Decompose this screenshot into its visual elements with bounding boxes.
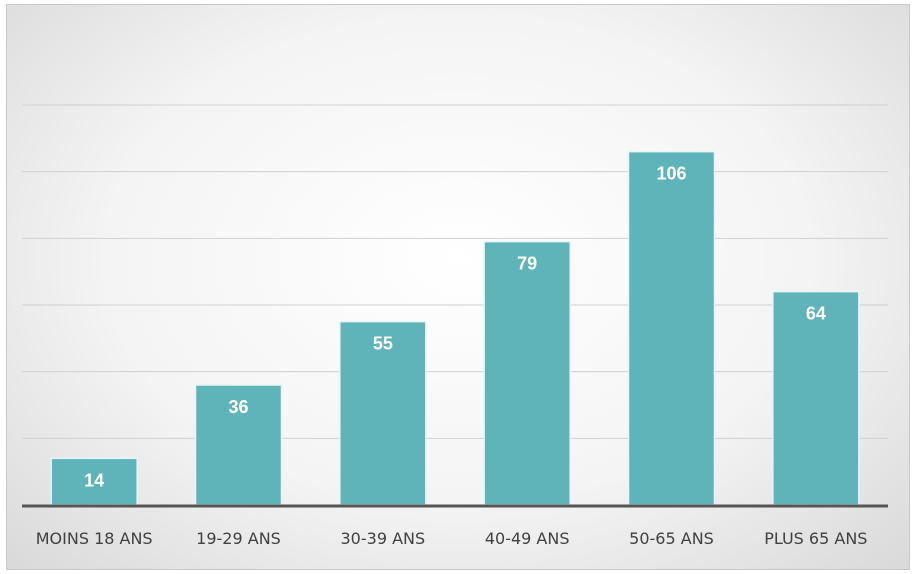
data-label: 55: [373, 334, 393, 354]
bar: [483, 240, 571, 506]
data-label: 79: [517, 254, 537, 274]
data-labels: 14 36 55 79 106 64: [84, 164, 826, 491]
data-label: 14: [84, 470, 104, 490]
category-label: 50-65 ANS: [629, 529, 714, 548]
category-label: 40-49 ANS: [485, 529, 570, 548]
bar: [50, 457, 138, 506]
category-label: MOINS 18 ANS: [36, 529, 153, 548]
bar: [627, 150, 716, 506]
bar: [194, 384, 283, 506]
category-labels: MOINS 18 ANS 19-29 ANS 30-39 ANS 40-49 ANS 5…: [36, 529, 868, 548]
data-label: 36: [228, 397, 248, 417]
data-label: 106: [656, 164, 686, 184]
category-label: 19-29 ANS: [196, 529, 281, 548]
bar: [339, 320, 427, 506]
gridlines: [22, 104, 888, 439]
bars: [50, 150, 860, 506]
category-label: 30-39 ANS: [341, 529, 426, 548]
data-label: 64: [806, 304, 826, 324]
category-label: PLUS 65 ANS: [764, 529, 867, 548]
chart-area: [6, 4, 910, 570]
bar: [772, 290, 860, 506]
